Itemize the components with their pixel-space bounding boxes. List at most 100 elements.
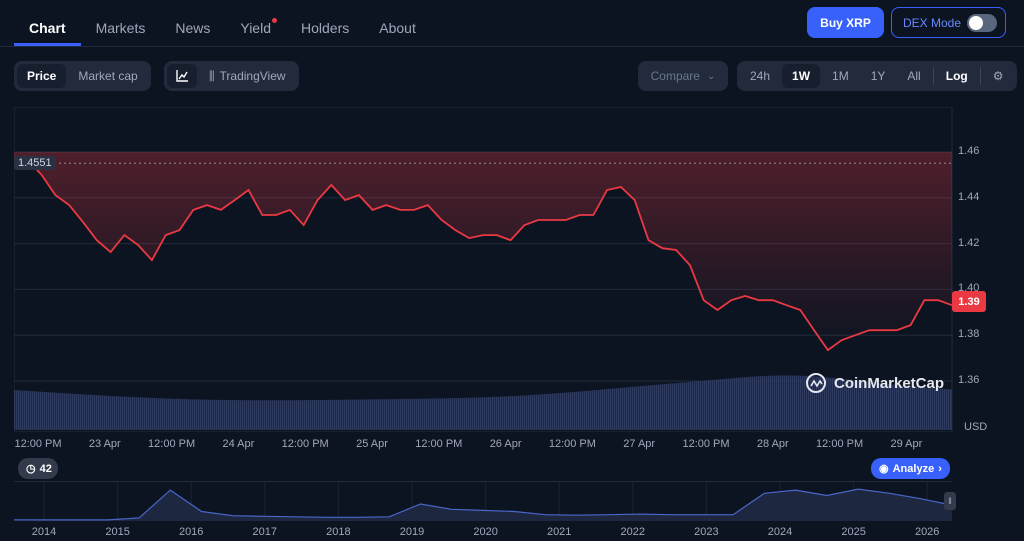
volume-bar: [754, 376, 756, 430]
volume-bar: [140, 397, 142, 430]
price-point: [551, 219, 553, 221]
volume-bar: [910, 386, 912, 430]
volume-bars: [14, 375, 952, 430]
dex-mode-toggle[interactable]: DEX Mode: [891, 7, 1006, 38]
volume-bar: [896, 384, 898, 430]
tab-holders[interactable]: Holders: [286, 20, 364, 46]
range-1m[interactable]: 1M: [832, 69, 849, 83]
volume-bar: [438, 398, 440, 430]
volume-bar: [534, 394, 536, 430]
volume-bar: [848, 379, 850, 430]
year-label: 2023: [694, 526, 719, 538]
volume-bar: [52, 392, 54, 430]
volume-bar: [668, 383, 670, 430]
volume-bar: [268, 400, 270, 430]
volume-bar: [446, 398, 448, 430]
tab-news[interactable]: News: [160, 20, 225, 46]
tab-yield[interactable]: Yield: [225, 18, 286, 46]
volume-bar: [334, 399, 336, 430]
volume-bar: [564, 392, 566, 430]
volume-bar: [470, 397, 472, 430]
open-price-label: 1.4551: [14, 156, 56, 170]
sliders-icon[interactable]: ⚙: [992, 69, 1004, 83]
volume-bar: [794, 375, 796, 430]
range-1w[interactable]: 1W: [782, 64, 821, 88]
volume-bar: [720, 379, 722, 430]
volume-bar: [444, 398, 446, 430]
volume-bar: [744, 377, 746, 430]
price-point: [578, 214, 581, 216]
log-toggle[interactable]: Log: [945, 69, 968, 83]
volume-bar: [30, 391, 32, 430]
market-cap-tab[interactable]: Market cap: [78, 69, 138, 83]
price-point: [854, 334, 857, 336]
range-all[interactable]: All: [907, 69, 921, 83]
price-point: [785, 304, 788, 306]
price-point: [96, 239, 98, 241]
price-point: [896, 329, 898, 331]
volume-bar: [590, 390, 592, 430]
watermark-text: CoinMarketCap: [834, 374, 945, 392]
volume-bar: [210, 399, 212, 430]
volume-bar: [894, 384, 896, 430]
x-tick-label: 28 Apr: [756, 438, 789, 450]
volume-bar: [622, 387, 624, 430]
volume-bar: [144, 397, 146, 430]
volume-bar: [178, 398, 180, 430]
tab-chart[interactable]: Chart: [14, 20, 81, 46]
volume-bar: [22, 390, 24, 430]
volume-bar: [918, 386, 920, 430]
volume-bar: [332, 399, 334, 430]
volume-bar: [414, 398, 416, 430]
price-tab[interactable]: Price: [17, 64, 67, 88]
tradingview-button[interactable]: ⫼ TradingView: [199, 64, 296, 88]
toggle-switch[interactable]: [967, 14, 997, 32]
history-button[interactable]: ◷ 42: [18, 458, 58, 479]
price-point: [344, 199, 346, 201]
price-point: [523, 224, 525, 226]
volume-bar: [836, 378, 838, 430]
volume-bar: [82, 394, 84, 430]
compare-dropdown[interactable]: Compare ⌄: [638, 61, 728, 91]
volume-bar: [126, 396, 128, 430]
volume-bar: [370, 399, 372, 430]
range-1y[interactable]: 1Y: [870, 69, 886, 83]
tab-markets[interactable]: Markets: [81, 20, 161, 46]
volume-bar: [738, 377, 740, 430]
volume-bar: [14, 390, 16, 430]
volume-bar: [310, 400, 312, 430]
overview-navigator[interactable]: [14, 481, 952, 521]
volume-bar: [204, 399, 206, 430]
volume-bar: [136, 397, 138, 430]
buy-button[interactable]: Buy XRP: [807, 7, 884, 38]
volume-bar: [776, 375, 778, 430]
x-tick-label: 12:00 PM: [682, 438, 730, 450]
analyze-button[interactable]: ◉ Analyze ›: [871, 458, 950, 479]
navigator-handle[interactable]: ‖: [944, 492, 956, 510]
volume-bar: [580, 391, 582, 430]
volume-bar: [512, 396, 514, 430]
volume-bar: [110, 395, 112, 430]
x-tick-label: 29 Apr: [890, 438, 923, 450]
volume-bar: [292, 400, 294, 430]
price-point: [868, 329, 870, 331]
volume-bar: [114, 396, 116, 430]
volume-bar: [66, 393, 68, 430]
clock-icon: ◷: [26, 463, 36, 475]
price-chart[interactable]: [14, 107, 1006, 432]
volume-bar: [506, 396, 508, 430]
volume-bar: [780, 375, 782, 430]
tab-about[interactable]: About: [364, 20, 431, 46]
x-tick-label: 24 Apr: [222, 438, 255, 450]
range-24h[interactable]: 24h: [750, 69, 771, 83]
volume-bar: [788, 375, 790, 430]
volume-bar: [850, 379, 852, 430]
volume-bar: [818, 376, 820, 430]
volume-bar: [78, 394, 80, 430]
line-chart-icon[interactable]: [167, 64, 197, 88]
volume-bar: [618, 388, 620, 430]
volume-bar: [616, 388, 618, 430]
volume-bar: [406, 398, 408, 430]
volume-bar: [906, 385, 908, 430]
volume-bar: [948, 389, 950, 430]
